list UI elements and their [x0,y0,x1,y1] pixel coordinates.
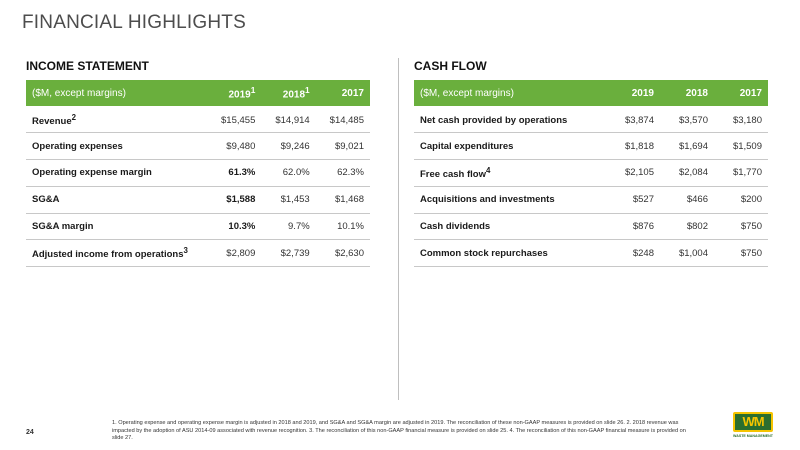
income-statement-title: INCOME STATEMENT [26,59,149,73]
cell-value: $9,480 [226,140,256,152]
cell-value: $15,455 [221,114,256,126]
income-statement-table: ($M, except margins) 20191 20181 2017 Re… [26,80,370,267]
cash-flow-panel: CASH FLOW ($M, except margins) 2019 2018… [414,58,768,267]
cell-value: $802 [686,221,708,233]
cell-value: 62.0% [282,167,310,179]
cell-value: $3,180 [732,114,762,126]
cell-value: $750 [740,247,762,259]
table-row: Free cash flow4 $2,105 $2,084 $1,770 [414,160,768,187]
cash-flow-table: ($M, except margins) 2019 2018 2017 Net … [414,80,768,267]
row-label: Net cash provided by operations [420,114,568,126]
table-row: Adjusted income from operations3 $2,809 … [26,240,370,267]
cash-flow-title: CASH FLOW [414,59,487,73]
table-row: Acquisitions and investments $527 $466 $… [414,186,768,214]
row-label: SG&A [32,194,60,206]
year-header: 20191 [228,85,256,101]
cell-value: $248 [632,247,654,259]
row-label: Operating expenses [32,140,123,152]
year-header: 2017 [341,87,364,99]
cell-value: $1,468 [334,194,364,206]
cell-value: $3,874 [624,114,654,126]
table-row: Operating expenses $9,480 $9,246 $9,021 [26,133,370,160]
panel-divider [398,58,399,400]
table-header-row: ($M, except margins) 20191 20181 2017 [26,80,370,106]
table-header-row: ($M, except margins) 2019 2018 2017 [414,80,768,106]
year-header: 20181 [282,85,310,101]
table-row: Revenue2 $15,455 $14,914 $14,485 [26,106,370,133]
cell-value: $9,246 [280,140,310,152]
cell-value: $527 [632,194,654,206]
cell-value: $9,021 [334,140,364,152]
row-label: Revenue2 [32,113,77,128]
table-row: Capital expenditures $1,818 $1,694 $1,50… [414,133,768,160]
cell-value: $2,630 [334,247,364,259]
table-row: SG&A $1,588 $1,453 $1,468 [26,186,370,214]
table-row: Operating expense margin 61.3% 62.0% 62.… [26,160,370,187]
logo-mark: WM [733,412,773,432]
cell-value: $1,770 [732,167,762,179]
cell-value: $1,509 [732,140,762,152]
row-label: Operating expense margin [32,167,152,179]
cell-value: $1,694 [678,140,708,152]
cell-value: $1,453 [280,194,310,206]
row-label: Common stock repurchases [420,247,548,259]
company-logo: WM WASTE MANAGEMENT [730,412,776,442]
income-statement-panel: INCOME STATEMENT ($M, except margins) 20… [26,58,370,267]
cell-value: $876 [632,221,654,233]
cell-value: 10.3% [228,221,256,233]
cell-value: 10.1% [337,221,364,233]
units-label: ($M, except margins) [420,87,514,99]
cell-value: $1,818 [624,140,654,152]
row-label: Acquisitions and investments [420,194,555,206]
row-label: Adjusted income from operations3 [32,246,188,261]
cell-value: $466 [686,194,708,206]
year-header: 2018 [685,87,708,99]
slide-title: FINANCIAL HIGHLIGHTS [22,12,246,33]
cell-value: 62.3% [337,167,364,179]
cell-value: $750 [740,221,762,233]
cell-value: $200 [740,194,762,206]
table-row: Common stock repurchases $248 $1,004 $75… [414,240,768,267]
cell-value: $1,588 [226,194,256,206]
table-row: SG&A margin 10.3% 9.7% 10.1% [26,213,370,240]
cell-value: $1,004 [678,247,708,259]
cell-value: $2,105 [624,167,654,179]
row-label: SG&A margin [32,221,94,233]
cell-value: 61.3% [228,167,256,179]
cell-value: $2,739 [280,247,310,259]
row-label: Cash dividends [420,221,491,233]
logo-subtext: WASTE MANAGEMENT [733,434,773,438]
cell-value: $2,809 [226,247,256,259]
cell-value: $14,914 [275,114,310,126]
cell-value: 9.7% [288,221,310,233]
footnote: 1. Operating expense and operating expen… [112,420,686,442]
cell-value: $3,570 [678,114,708,126]
table-row: Net cash provided by operations $3,874 $… [414,106,768,133]
year-header: 2019 [631,87,654,99]
page-number: 24 [26,429,34,436]
units-label: ($M, except margins) [32,87,126,99]
row-label: Free cash flow4 [420,165,491,181]
cell-value: $2,084 [678,167,708,179]
table-row: Cash dividends $876 $802 $750 [414,213,768,240]
cell-value: $14,485 [329,114,364,126]
row-label: Capital expenditures [420,140,514,152]
year-header: 2017 [739,87,762,99]
